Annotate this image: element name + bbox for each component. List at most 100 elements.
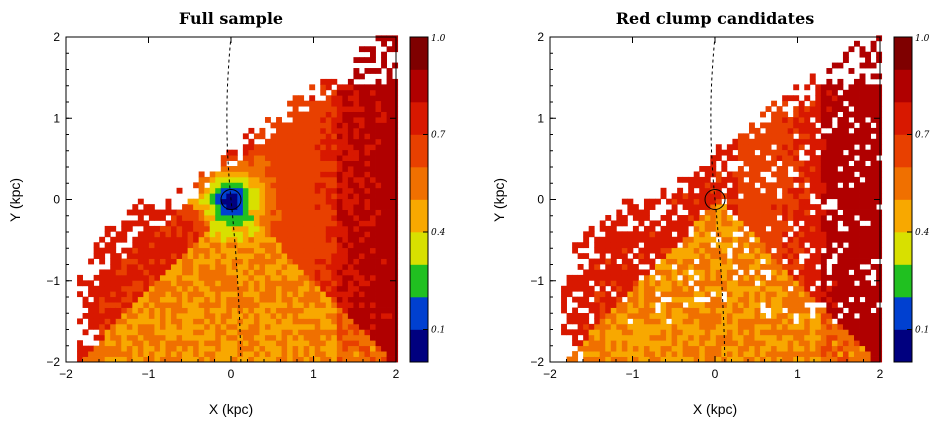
heatmap-cell: [386, 46, 393, 53]
heatmap-cell: [715, 171, 722, 178]
heatmap-cell: [193, 220, 200, 227]
heatmap-cell: [627, 274, 634, 281]
heatmap-cell: [287, 329, 294, 336]
heatmap-cell: [710, 236, 717, 243]
heatmap-cell: [375, 236, 382, 243]
heatmap-cell: [314, 242, 321, 249]
heatmap-cell: [358, 95, 365, 102]
heatmap-cell: [220, 307, 227, 314]
heatmap-cell: [325, 138, 332, 145]
heatmap-cell: [776, 138, 783, 145]
heatmap-cell: [588, 291, 595, 298]
heatmap-cell: [859, 307, 866, 314]
heatmap-cell: [331, 122, 338, 129]
heatmap-cell: [577, 274, 584, 281]
heatmap-cell: [842, 253, 849, 259]
heatmap-cell: [364, 106, 371, 112]
heatmap-cell: [198, 176, 205, 183]
heatmap-cell: [292, 209, 299, 216]
heatmap-cell: [732, 176, 739, 183]
heatmap-cell: [666, 220, 673, 227]
heatmap-cell: [132, 247, 139, 254]
heatmap-cell: [298, 193, 305, 200]
heatmap-cell: [176, 280, 183, 287]
heatmap-cell: [187, 253, 194, 259]
heatmap-cell: [314, 291, 321, 298]
heatmap-cell: [561, 302, 567, 308]
heatmap-cell: [126, 307, 133, 314]
heatmap-cell: [325, 78, 332, 85]
heatmap-cell: [325, 307, 332, 314]
heatmap-cell: [276, 247, 282, 254]
heatmap-cell: [848, 253, 855, 259]
heatmap-cell: [848, 329, 855, 336]
heatmap-cell: [848, 68, 855, 74]
heatmap-cell: [342, 209, 349, 216]
heatmap-cell: [259, 198, 266, 205]
heatmap-cell: [386, 253, 393, 259]
heatmap-cell: [809, 182, 816, 189]
heatmap-cell: [314, 198, 321, 205]
heatmap-cell: [347, 138, 354, 145]
heatmap-cell: [715, 215, 722, 221]
heatmap-cell: [126, 351, 133, 357]
heatmap-cell: [303, 138, 310, 145]
heatmap-cell: [771, 111, 778, 118]
heatmap-cell: [771, 264, 778, 270]
heatmap-cell: [148, 274, 155, 281]
heatmap-cell: [248, 182, 255, 189]
heatmap-cell: [342, 356, 349, 363]
heatmap-cell: [309, 111, 316, 118]
heatmap-cell: [148, 280, 155, 287]
heatmap-cell: [649, 231, 656, 238]
heatmap-cell: [342, 242, 349, 249]
heatmap-cell: [320, 117, 327, 123]
heatmap-cell: [325, 323, 332, 330]
heatmap-cell: [732, 302, 739, 308]
heatmap-cell: [627, 291, 634, 298]
heatmap-cell: [610, 231, 617, 238]
heatmap-cell: [264, 351, 271, 357]
heatmap-cell: [715, 318, 722, 325]
heatmap-cell: [831, 356, 838, 363]
heatmap-cell: [688, 193, 695, 200]
heatmap-cell: [699, 198, 706, 205]
heatmap-cell: [854, 302, 860, 308]
heatmap-cell: [259, 187, 266, 194]
heatmap-cell: [831, 193, 838, 200]
heatmap-cell: [347, 193, 354, 200]
heatmap-cell: [798, 198, 805, 205]
heatmap-cell: [182, 356, 189, 363]
heatmap-cell: [226, 318, 233, 325]
heatmap-cell: [787, 329, 794, 336]
heatmap-cell: [209, 253, 216, 259]
heatmap-cell: [364, 264, 371, 270]
heatmap-cell: [776, 149, 783, 156]
heatmap-cell: [655, 340, 661, 347]
heatmap-cell: [715, 345, 722, 352]
heatmap-cell: [671, 345, 678, 352]
heatmap-cell: [748, 166, 755, 172]
heatmap-cell: [303, 166, 310, 172]
heatmap-cell: [737, 182, 744, 189]
heatmap-cell: [259, 155, 266, 161]
heatmap-cell: [287, 291, 294, 298]
heatmap-cell: [392, 280, 399, 287]
heatmap-cell: [605, 334, 612, 341]
heatmap-cell: [331, 345, 338, 352]
heatmap-cell: [270, 285, 277, 292]
heatmap-cell: [721, 253, 728, 259]
heatmap-cell: [594, 334, 601, 341]
heatmap-cell: [364, 133, 371, 140]
heatmap-cell: [375, 171, 382, 178]
heatmap-cell: [704, 236, 711, 243]
heatmap-cell: [566, 313, 573, 319]
heatmap-cell: [126, 220, 133, 227]
heatmap-cell: [204, 253, 211, 259]
heatmap-cell: [287, 127, 294, 134]
heatmap-cell: [325, 285, 332, 292]
colorbar-swatch: [410, 297, 428, 330]
heatmap-cell: [132, 253, 139, 259]
heatmap-cell: [771, 171, 778, 178]
heatmap-cell: [765, 122, 772, 129]
